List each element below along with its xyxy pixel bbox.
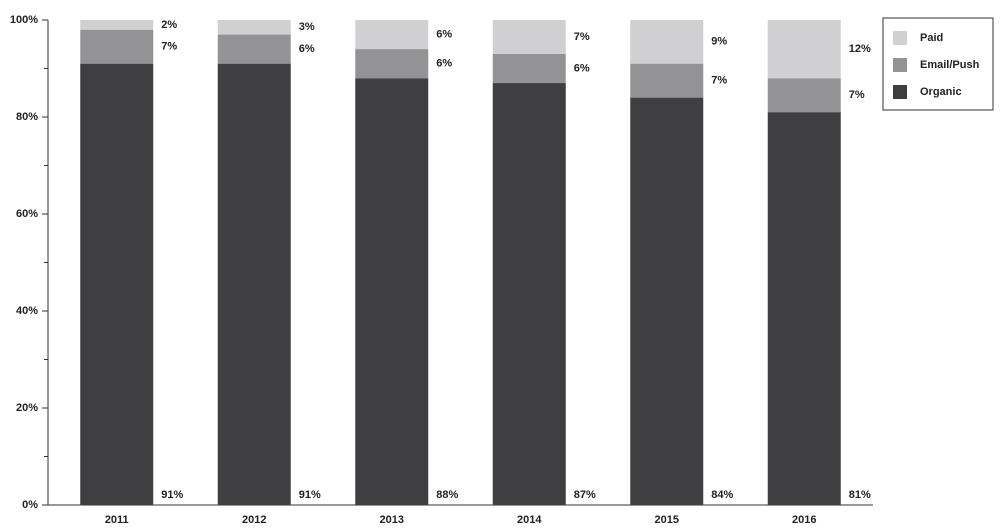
bar-segment xyxy=(217,63,291,506)
y-tick-label: 100% xyxy=(10,14,38,26)
y-tick-label: 60% xyxy=(16,208,38,220)
value-label: 7% xyxy=(574,31,590,43)
y-tick-label: 40% xyxy=(16,305,38,317)
bar-segment xyxy=(630,63,704,98)
bar-segment xyxy=(80,20,154,30)
value-label: 6% xyxy=(574,62,590,74)
value-label: 87% xyxy=(574,489,596,501)
legend-label: Organic xyxy=(920,86,962,98)
x-tick-label: 2012 xyxy=(242,514,266,526)
legend-label: Email/Push xyxy=(920,59,980,71)
bar-segment xyxy=(630,20,704,64)
value-label: 12% xyxy=(849,43,871,55)
value-label: 7% xyxy=(161,41,177,53)
legend-swatch xyxy=(893,58,907,72)
x-tick-label: 2016 xyxy=(792,514,816,526)
x-tick-label: 2015 xyxy=(655,514,679,526)
legend-swatch xyxy=(893,31,907,45)
x-tick-label: 2011 xyxy=(105,514,129,526)
bar-segment xyxy=(492,20,566,54)
bar-segment xyxy=(355,49,429,79)
value-label: 6% xyxy=(436,28,452,40)
value-label: 91% xyxy=(161,489,183,501)
y-tick-label: 80% xyxy=(16,111,38,123)
bar-segment xyxy=(492,83,566,506)
value-label: 3% xyxy=(299,21,315,33)
bar-segment xyxy=(80,29,154,64)
value-label: 6% xyxy=(299,43,315,55)
bar-segment xyxy=(630,97,704,505)
value-label: 88% xyxy=(436,489,458,501)
value-label: 84% xyxy=(711,489,733,501)
x-tick-label: 2014 xyxy=(517,514,542,526)
bar-segment xyxy=(767,78,841,113)
bar-segment xyxy=(217,34,291,64)
legend-swatch xyxy=(893,85,907,99)
bar-segment xyxy=(492,53,566,84)
value-label: 81% xyxy=(849,489,871,501)
legend-label: Paid xyxy=(920,32,943,44)
bar-segment xyxy=(217,20,291,35)
bar-segment xyxy=(80,63,154,506)
value-label: 2% xyxy=(161,19,177,31)
bar-segment xyxy=(355,78,429,505)
bar-segment xyxy=(355,20,429,50)
value-label: 7% xyxy=(711,75,727,87)
value-label: 7% xyxy=(849,89,865,101)
value-label: 6% xyxy=(436,58,452,70)
bar-segment xyxy=(767,20,841,79)
x-tick-label: 2013 xyxy=(380,514,404,526)
value-label: 9% xyxy=(711,36,727,48)
value-label: 91% xyxy=(299,489,321,501)
y-tick-label: 20% xyxy=(16,402,38,414)
bar-segment xyxy=(767,112,841,506)
y-tick-label: 0% xyxy=(22,499,38,511)
